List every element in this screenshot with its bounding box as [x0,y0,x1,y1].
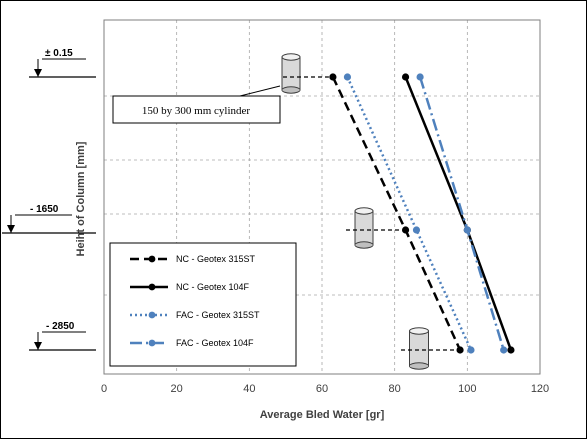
data-point-nc-geotex-315st-1 [329,73,337,81]
data-point-fac-geotex-315st-1 [343,73,352,81]
legend-marker-nc-geotex-104f [148,283,156,291]
y-axis-label: Heiht of Column [mm] [75,141,87,256]
data-point-fac-geotex-315st-2 [412,226,421,234]
callout-text: 150 by 300 mm cylinder [142,105,250,117]
x-tick-label-100: 100 [458,383,476,395]
plot-area [103,19,541,375]
cylinder-icons [281,53,457,370]
data-point-nc-geotex-315st-3 [456,346,464,354]
x-axis-label: Average Bled Water [gr] [260,409,385,421]
level-marker-middle: - 1650 [2,204,96,234]
legend-box [109,242,297,367]
legend-item-fac-geotex-104f: FAC - Geotex 104F [130,338,254,348]
data-point-nc-geotex-104f-1 [401,73,410,81]
x-tick-label-60: 60 [316,383,328,395]
x-tick-label-120: 120 [531,383,549,395]
x-tick-label-80: 80 [389,383,401,395]
data-point-nc-geotex-104f-3 [507,346,515,354]
legend-marker-fac-geotex-315st [148,311,156,319]
legend-marker-nc-geotex-315st [148,255,156,263]
series-fac-geotex-315st [343,73,475,354]
cylinder-icon-bottom [409,327,429,370]
legend-label-nc-geotex-104f: NC - Geotex 104F [176,282,250,292]
x-tick-label-20: 20 [171,383,183,395]
legend-label-nc-geotex-315st: NC - Geotex 315ST [176,254,256,264]
data-point-nc-geotex-315st-2 [401,226,410,234]
series-nc-geotex-315st [329,73,464,354]
callout-box [112,95,281,124]
data-point-fac-geotex-315st-3 [467,346,475,354]
cylinder-icon-middle [354,207,374,249]
x-tick-label-0: 0 [101,383,107,395]
level-marker-bottom: - 2850 [29,321,96,351]
legend: NC - Geotex 315ST NC - Geotex 104F FAC - G… [109,242,297,367]
legend-label-fac-geotex-315st: FAC - Geotex 315ST [176,310,260,320]
level-label-middle: - 1650 [30,204,59,215]
series-lines [329,73,515,354]
series-line-fac-geotex-315st [346,76,473,351]
data-point-fac-geotex-104f-3 [500,346,508,354]
legend-entries: NC - Geotex 315ST NC - Geotex 104F FAC - G… [130,254,260,348]
level-label-top: ± 0.15 [45,48,73,59]
x-tick-label-40: 40 [243,383,255,395]
cylinder-icon-top [281,53,301,94]
legend-label-fac-geotex-104f: FAC - Geotex 104F [176,338,254,348]
legend-item-nc-geotex-104f: NC - Geotex 104F [130,282,250,292]
data-point-fac-geotex-104f-1 [416,73,424,81]
series-fac-geotex-104f [416,73,508,354]
x-axis-ticks: 0 20 40 60 80 100 120 [101,383,549,395]
legend-item-fac-geotex-315st: FAC - Geotex 315ST [130,310,260,320]
level-label-bottom: - 2850 [46,321,75,332]
data-point-fac-geotex-104f-2 [463,226,471,234]
legend-item-nc-geotex-315st: NC - Geotex 315ST [130,254,256,264]
legend-marker-fac-geotex-104f [148,339,156,347]
level-marker-top: ± 0.15 [29,48,96,78]
callout: 150 by 300 mm cylinder [112,85,281,124]
